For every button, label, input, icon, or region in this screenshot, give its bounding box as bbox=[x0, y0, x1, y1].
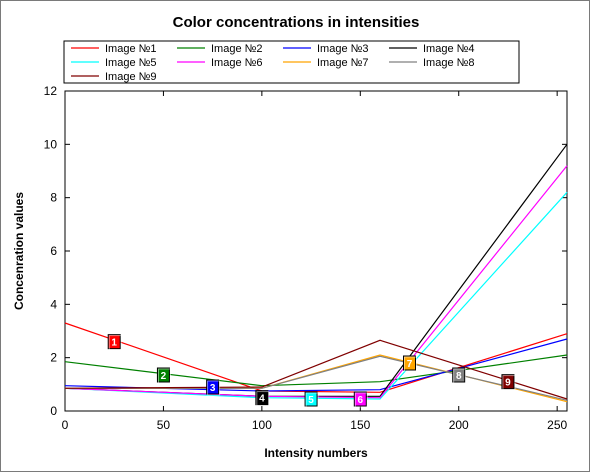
marker-box bbox=[403, 355, 417, 371]
series-marker-1: 1 bbox=[107, 334, 122, 351]
marker-highlight bbox=[354, 392, 368, 408]
marker-box bbox=[452, 367, 466, 383]
marker-box bbox=[304, 391, 318, 407]
legend-item-9: Image №9 bbox=[71, 71, 157, 83]
series-line-8 bbox=[65, 355, 568, 401]
marker-box bbox=[255, 390, 269, 406]
series-line-5 bbox=[64, 191, 568, 400]
marker-label: 8 bbox=[456, 371, 462, 382]
marker-box bbox=[353, 391, 367, 407]
marker-highlight bbox=[453, 368, 467, 384]
series-marker-6: 6 bbox=[353, 391, 368, 408]
y-axis-label: Concenration values bbox=[12, 192, 26, 310]
x-tick-label: 0 bbox=[62, 418, 69, 432]
legend-item-3: Image №3 bbox=[283, 43, 369, 55]
marker-label: 5 bbox=[308, 395, 314, 406]
series-markers: 1 2 3 4 5 6 7 8 9 bbox=[107, 334, 516, 408]
marker-highlight bbox=[502, 375, 516, 391]
legend-label: Image №4 bbox=[423, 43, 475, 55]
marker-highlight bbox=[256, 391, 270, 407]
marker-highlight bbox=[207, 380, 221, 396]
marker-label: 7 bbox=[407, 359, 413, 370]
marker-label: 1 bbox=[111, 338, 117, 349]
legend-label: Image №7 bbox=[317, 57, 369, 69]
x-tick-label: 150 bbox=[350, 418, 370, 432]
legend-label: Image №1 bbox=[105, 43, 157, 55]
legend-item-5: Image №5 bbox=[71, 57, 157, 69]
x-tick-label: 250 bbox=[547, 418, 567, 432]
y-tick-label: 2 bbox=[50, 351, 57, 365]
legend-label: Image №3 bbox=[317, 43, 369, 55]
legend-item-1: Image №1 bbox=[71, 43, 157, 55]
series-lines bbox=[64, 143, 568, 403]
series-line-6 bbox=[64, 165, 568, 399]
marker-label: 9 bbox=[505, 378, 511, 389]
series-marker-4: 4 bbox=[255, 390, 270, 407]
series-marker-5: 5 bbox=[304, 391, 319, 408]
x-tick-label: 100 bbox=[252, 418, 272, 432]
marker-box bbox=[156, 367, 170, 383]
y-tick-label: 12 bbox=[44, 84, 58, 98]
marker-label: 2 bbox=[161, 371, 167, 382]
x-axis-label: Intensity numbers bbox=[264, 446, 368, 460]
marker-box bbox=[107, 334, 121, 350]
legend-item-4: Image №4 bbox=[389, 43, 475, 55]
x-tick-label: 50 bbox=[157, 418, 171, 432]
marker-label: 3 bbox=[210, 383, 216, 394]
legend-label: Image №5 bbox=[105, 57, 157, 69]
legend-label: Image №2 bbox=[211, 43, 263, 55]
marker-box bbox=[501, 374, 515, 390]
marker-highlight bbox=[158, 368, 171, 384]
y-tick-label: 6 bbox=[50, 244, 57, 258]
legend-label: Image №9 bbox=[105, 71, 157, 83]
y-tick-label: 4 bbox=[50, 297, 57, 311]
legend-item-2: Image №2 bbox=[177, 43, 263, 55]
legend-item-8: Image №8 bbox=[389, 57, 475, 69]
legend: Image №1 Image №2 Image №3 Image №4 Image №5… bbox=[71, 43, 475, 83]
plot-area bbox=[64, 90, 568, 412]
legend-item-7: Image №7 bbox=[283, 57, 369, 69]
marker-label: 4 bbox=[259, 394, 265, 405]
y-tick-label: 0 bbox=[50, 404, 57, 418]
marker-box bbox=[206, 379, 220, 395]
marker-highlight bbox=[404, 356, 417, 372]
series-marker-3: 3 bbox=[206, 379, 221, 396]
series-marker-7: 7 bbox=[403, 355, 417, 372]
chart-title: Color concentrations in intensities bbox=[173, 14, 420, 31]
legend-label: Image №8 bbox=[423, 57, 475, 69]
marker-label: 6 bbox=[358, 395, 364, 406]
marker-highlight bbox=[305, 392, 319, 408]
series-marker-2: 2 bbox=[156, 367, 171, 384]
series-marker-8: 8 bbox=[452, 367, 467, 384]
y-tick-label: 10 bbox=[44, 137, 58, 151]
series-marker-9: 9 bbox=[501, 374, 516, 391]
legend-label: Image №6 bbox=[211, 57, 263, 69]
series-line-1 bbox=[64, 322, 568, 393]
x-tick-label: 200 bbox=[449, 418, 469, 432]
series-line-9 bbox=[64, 339, 568, 400]
legend-item-6: Image №6 bbox=[177, 57, 263, 69]
marker-highlight bbox=[108, 335, 122, 351]
y-tick-label: 8 bbox=[50, 191, 57, 205]
